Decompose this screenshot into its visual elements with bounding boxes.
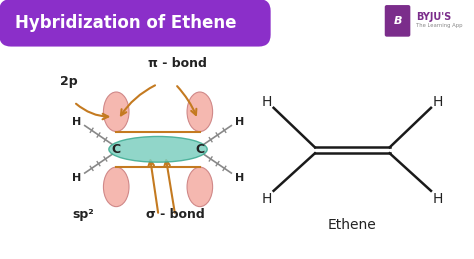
Ellipse shape — [103, 92, 129, 132]
Text: π - bond: π - bond — [148, 57, 207, 70]
Text: Ethene: Ethene — [328, 218, 377, 232]
Text: sp²: sp² — [72, 208, 94, 221]
Text: σ - bond: σ - bond — [146, 208, 204, 221]
Text: 2p: 2p — [60, 75, 78, 88]
Ellipse shape — [187, 167, 213, 207]
Text: Hybridization of Ethene: Hybridization of Ethene — [15, 14, 237, 32]
Text: H: H — [262, 95, 272, 109]
Text: H: H — [433, 192, 443, 206]
Ellipse shape — [187, 92, 213, 132]
Text: H: H — [235, 117, 244, 127]
Text: H: H — [433, 95, 443, 109]
Text: B: B — [393, 16, 402, 26]
FancyBboxPatch shape — [385, 5, 410, 37]
Ellipse shape — [109, 136, 207, 162]
Text: H: H — [72, 173, 82, 183]
Text: The Learning App: The Learning App — [416, 23, 463, 28]
Text: H: H — [235, 173, 244, 183]
Text: C: C — [195, 143, 204, 156]
Text: H: H — [262, 192, 272, 206]
Text: BYJU'S: BYJU'S — [416, 12, 451, 22]
Text: H: H — [72, 117, 82, 127]
Ellipse shape — [103, 167, 129, 207]
Text: C: C — [112, 143, 121, 156]
FancyBboxPatch shape — [0, 0, 271, 47]
